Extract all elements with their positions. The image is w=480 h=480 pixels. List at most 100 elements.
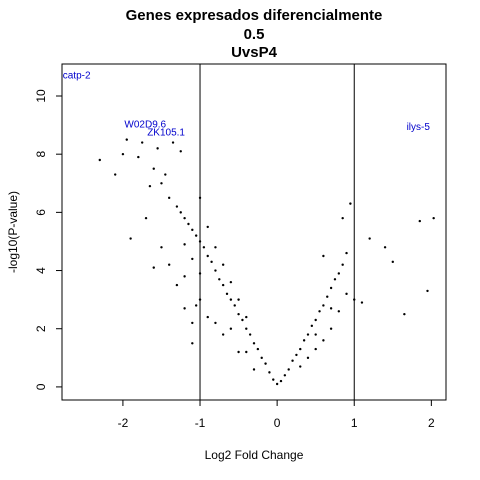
point	[329, 286, 333, 290]
point	[360, 301, 364, 304]
point	[210, 260, 213, 264]
point	[241, 318, 244, 322]
point	[183, 275, 186, 278]
point	[229, 327, 233, 330]
point	[248, 333, 252, 336]
point	[206, 315, 209, 319]
point	[171, 141, 175, 144]
point	[295, 353, 298, 357]
point	[264, 362, 267, 365]
point	[156, 147, 159, 150]
point	[214, 246, 217, 249]
point	[368, 237, 371, 240]
point	[322, 254, 325, 258]
point	[187, 222, 190, 226]
point	[191, 321, 194, 325]
gene-label: ZK105.1	[147, 128, 185, 139]
point	[152, 266, 155, 269]
x-tick-label: 0	[274, 416, 281, 430]
point	[221, 263, 225, 266]
point	[191, 228, 194, 232]
x-tick-label: -2	[118, 416, 129, 430]
point	[144, 216, 148, 220]
x-tick-label: 1	[351, 416, 358, 430]
point	[329, 327, 333, 330]
plot-frame	[61, 63, 447, 401]
point	[345, 251, 348, 255]
point	[314, 347, 317, 351]
point	[167, 263, 171, 266]
point	[432, 216, 435, 220]
point	[391, 260, 394, 264]
chart-title: 0.5	[244, 26, 265, 43]
point	[252, 368, 256, 371]
point	[198, 196, 202, 200]
point	[383, 246, 387, 249]
point	[194, 304, 198, 307]
point	[306, 333, 310, 336]
point	[125, 138, 128, 141]
point	[268, 371, 271, 374]
point	[160, 182, 163, 185]
point	[175, 283, 179, 287]
point	[194, 234, 198, 237]
point	[245, 327, 248, 330]
point	[349, 202, 352, 205]
point	[233, 304, 236, 307]
point	[322, 304, 325, 307]
point	[191, 257, 194, 261]
point	[121, 152, 125, 156]
point	[175, 205, 179, 208]
point	[353, 298, 356, 301]
point	[418, 219, 421, 223]
point	[314, 318, 317, 322]
point	[299, 365, 302, 368]
point	[341, 263, 344, 266]
point	[179, 150, 182, 153]
point	[337, 272, 341, 275]
point	[183, 216, 186, 220]
point	[283, 374, 287, 377]
point	[302, 339, 306, 342]
point	[329, 307, 333, 310]
point	[221, 333, 225, 336]
point	[140, 141, 144, 144]
point	[129, 237, 132, 240]
point	[214, 269, 217, 272]
y-tick-label: 4	[34, 267, 48, 274]
y-tick-label: 10	[34, 89, 48, 103]
point	[279, 379, 283, 383]
chart-title: UvsP4	[231, 44, 278, 61]
point	[183, 243, 186, 246]
gene-label: catp-2	[63, 71, 91, 82]
point	[245, 350, 248, 354]
point	[314, 333, 317, 336]
point	[272, 378, 275, 381]
point	[299, 347, 302, 351]
point	[310, 324, 314, 328]
point	[167, 196, 171, 200]
point	[291, 359, 294, 362]
point	[221, 283, 225, 287]
point	[98, 158, 101, 162]
point	[287, 368, 290, 371]
point	[326, 295, 329, 298]
point	[152, 167, 155, 170]
point	[306, 356, 310, 360]
point	[198, 298, 202, 301]
point	[341, 216, 344, 220]
point	[275, 382, 279, 386]
point	[260, 356, 263, 360]
point	[229, 280, 233, 284]
point	[318, 310, 321, 313]
point	[237, 298, 240, 301]
point	[337, 310, 341, 313]
point	[206, 225, 209, 229]
point	[403, 312, 406, 316]
chart-title: Genes expresados diferencialmente	[126, 7, 383, 24]
point	[245, 315, 248, 319]
point	[218, 278, 221, 281]
point	[214, 321, 217, 325]
point	[229, 298, 233, 301]
x-tick-label: 2	[428, 416, 435, 430]
